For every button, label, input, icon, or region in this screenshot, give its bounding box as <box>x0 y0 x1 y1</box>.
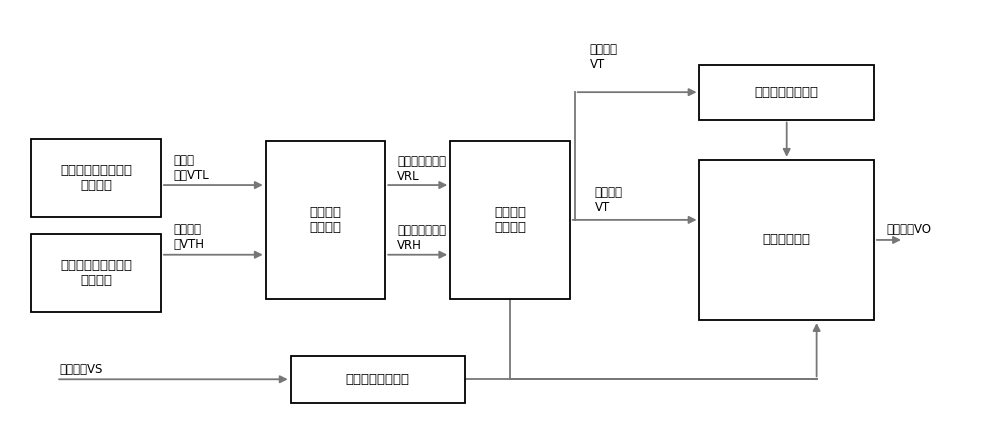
FancyBboxPatch shape <box>291 356 465 402</box>
Text: 信号补偿模块: 信号补偿模块 <box>763 233 811 246</box>
Text: 正温度系数输出电压
产生模块: 正温度系数输出电压 产生模块 <box>60 259 132 287</box>
Text: 测量电压VS: 测量电压VS <box>59 363 103 376</box>
Text: 输出电压VO: 输出电压VO <box>886 223 931 236</box>
Text: 补偿系数
选择模块: 补偿系数 选择模块 <box>494 206 526 234</box>
Text: 负温度系数输出电压
产生模块: 负温度系数输出电压 产生模块 <box>60 164 132 192</box>
Text: 参考电压
VT: 参考电压 VT <box>590 43 618 71</box>
FancyBboxPatch shape <box>31 234 161 312</box>
Text: 补偿曲线取样模块: 补偿曲线取样模块 <box>755 86 819 99</box>
Text: 温度补偿
偏移模块: 温度补偿 偏移模块 <box>309 206 341 234</box>
Text: 负特性校正电压
VRL: 负特性校正电压 VRL <box>397 155 446 182</box>
FancyBboxPatch shape <box>699 160 874 320</box>
FancyBboxPatch shape <box>31 139 161 217</box>
Text: 正特性电
压VTH: 正特性电 压VTH <box>173 224 204 251</box>
Text: 参考电压
VT: 参考电压 VT <box>595 186 623 213</box>
Text: 测量信号取样模块: 测量信号取样模块 <box>346 373 410 386</box>
Text: 正特性校正电压
VRH: 正特性校正电压 VRH <box>397 224 446 252</box>
FancyBboxPatch shape <box>266 141 385 299</box>
FancyBboxPatch shape <box>450 141 570 299</box>
FancyBboxPatch shape <box>699 65 874 119</box>
Text: 负特性
电压VTL: 负特性 电压VTL <box>173 154 209 181</box>
